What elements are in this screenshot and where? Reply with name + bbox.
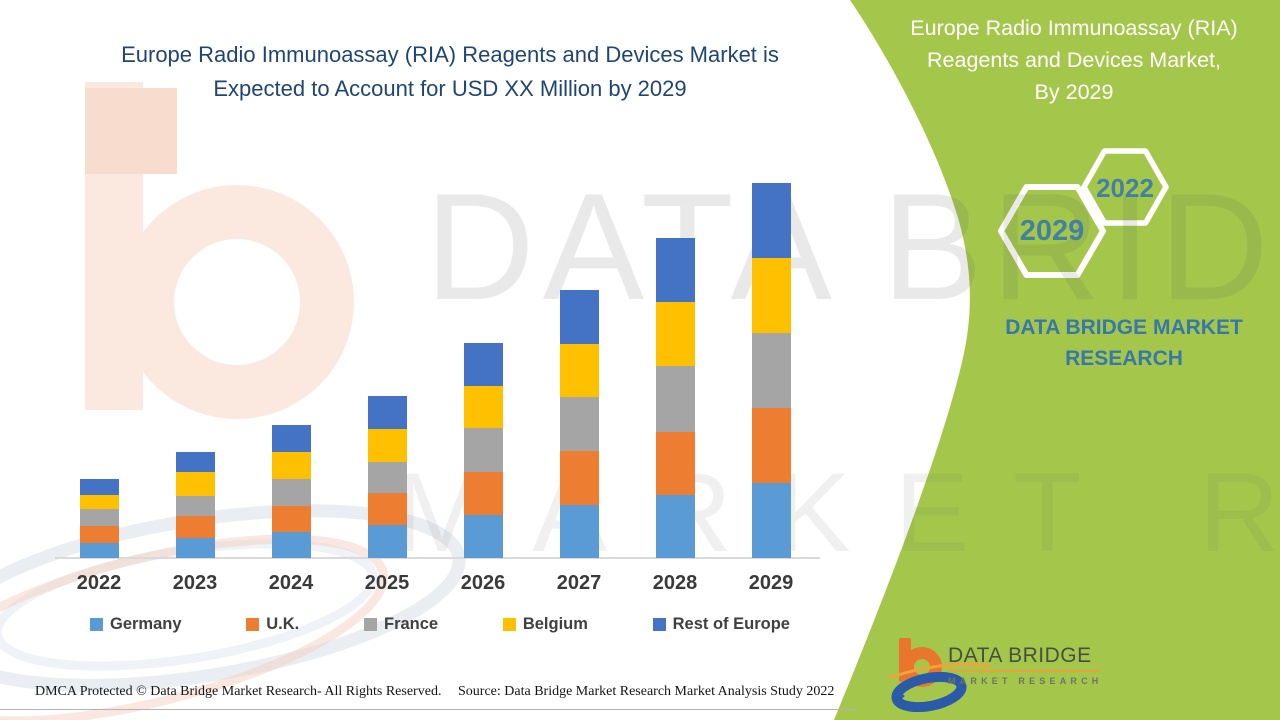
legend-item: Rest of Europe	[652, 615, 790, 634]
x-axis-label: 2029	[748, 572, 794, 594]
chart-legend: Germany U.K. France Belgium Rest of Europe	[90, 615, 790, 634]
bar-segment-france	[655, 366, 695, 432]
x-axis-label: 2022	[76, 572, 122, 594]
logo-tagline: MARKET RESEARCH	[948, 676, 1103, 686]
bar-segment-germany	[559, 505, 599, 558]
bar-segment-u-k-	[175, 516, 215, 538]
bar-segment-belgium	[655, 302, 695, 366]
x-axis-line	[55, 557, 820, 559]
bar-segment-rest-of-europe	[271, 425, 311, 452]
x-axis-label: 2024	[268, 572, 314, 594]
source-note: Source: Data Bridge Market Research Mark…	[458, 684, 835, 699]
x-axis-label: 2026	[460, 572, 506, 594]
side-panel-title-line3: By 2029	[1034, 80, 1114, 104]
x-axis-label: 2023	[172, 572, 218, 594]
data-bridge-logo-icon	[888, 638, 992, 712]
bar-segment-france	[271, 479, 311, 506]
bar-segment-belgium	[79, 495, 119, 509]
bar-segment-france	[463, 428, 503, 472]
legend-item: France	[363, 615, 439, 634]
legend-item: U.K.	[246, 615, 299, 634]
side-panel-title: Europe Radio Immunoassay (RIA) Reagents …	[875, 12, 1273, 108]
bar-segment-belgium	[559, 344, 599, 397]
bar-segment-belgium	[175, 472, 215, 496]
chart-title-line1: Europe Radio Immunoassay (RIA) Reagents …	[121, 42, 779, 67]
bar-segment-u-k-	[463, 472, 503, 515]
legend-swatch	[502, 618, 516, 631]
legend-swatch	[246, 618, 260, 631]
bar-segment-u-k-	[367, 493, 407, 525]
bar-segment-germany	[367, 525, 407, 558]
legend-label: Rest of Europe	[672, 615, 790, 633]
dmca-notice: DMCA Protected © Data Bridge Market Rese…	[35, 684, 442, 699]
legend-swatch	[90, 618, 103, 631]
bar-segment-germany	[79, 543, 119, 558]
x-axis-label: 2025	[364, 572, 410, 594]
bar-segment-germany	[655, 495, 695, 558]
bar-segment-belgium	[271, 452, 311, 479]
side-panel-title-line2: Reagents and Devices Market,	[927, 48, 1221, 72]
side-panel-brand-text: DATA BRIDGE MARKET RESEARCH	[950, 312, 1280, 374]
bar-segment-belgium	[367, 429, 407, 462]
legend-label: France	[383, 615, 439, 633]
bar-segment-u-k-	[655, 432, 695, 495]
bar-segment-rest-of-europe	[79, 479, 119, 495]
chart-title: Europe Radio Immunoassay (RIA) Reagents …	[55, 38, 845, 106]
hexagon-year-2022: 2022	[1096, 173, 1154, 203]
bar-segment-france	[367, 462, 407, 493]
bar-segment-germany	[271, 532, 311, 558]
bar-segment-germany	[175, 538, 215, 558]
bar-segment-rest-of-europe	[175, 452, 215, 472]
bar-segment-rest-of-europe	[559, 290, 599, 344]
legend-item: Germany	[90, 615, 182, 634]
side-panel-title-line1: Europe Radio Immunoassay (RIA)	[910, 16, 1238, 40]
footer-divider	[0, 709, 858, 710]
chart-title-line2: Expected to Account for USD XX Million b…	[213, 76, 687, 101]
logo-wordmark: DATA BRIDGE	[948, 644, 1092, 667]
bar-segment-france	[559, 397, 599, 451]
bar-segment-rest-of-europe	[751, 183, 791, 258]
bar-segment-u-k-	[79, 526, 119, 543]
logo-underline	[948, 670, 1100, 672]
hexagon-year-2029: 2029	[1019, 215, 1085, 247]
bar-segment-france	[175, 496, 215, 516]
legend-label: Belgium	[522, 615, 588, 633]
side-panel-brand-line1: DATA BRIDGE MARKET	[1005, 316, 1243, 339]
bar-segment-rest-of-europe	[463, 343, 503, 386]
bar-segment-u-k-	[751, 408, 791, 483]
bar-segment-belgium	[751, 258, 791, 333]
legend-label: Germany	[110, 615, 182, 633]
x-axis-label: 2027	[556, 572, 602, 594]
legend-swatch	[652, 618, 666, 631]
bar-segment-u-k-	[271, 506, 311, 532]
side-panel-brand-line2: RESEARCH	[1065, 347, 1183, 370]
bar-segment-rest-of-europe	[655, 238, 695, 302]
x-axis-label: 2028	[652, 572, 698, 594]
bar-segment-germany	[463, 515, 503, 558]
hexagon-2022	[1081, 148, 1169, 226]
bar-segment-u-k-	[559, 451, 599, 505]
bar-segment-rest-of-europe	[367, 396, 407, 429]
legend-label: U.K.	[266, 615, 300, 633]
legend-swatch	[363, 618, 377, 631]
bar-segment-belgium	[463, 386, 503, 428]
legend-item: Belgium	[502, 615, 588, 634]
bar-segment-germany	[751, 483, 791, 558]
bar-segment-france	[751, 333, 791, 408]
bar-segment-france	[79, 509, 119, 526]
hexagon-2029	[998, 184, 1106, 278]
